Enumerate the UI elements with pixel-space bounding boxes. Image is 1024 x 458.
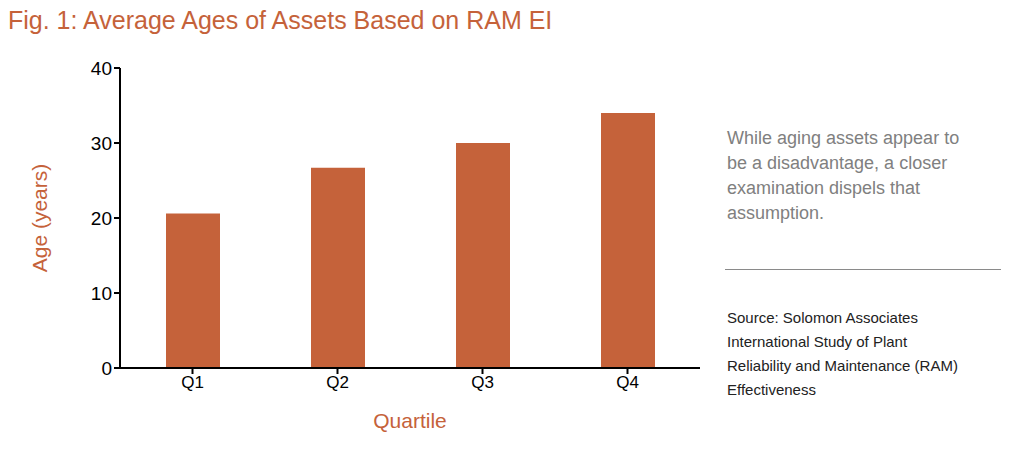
svg-text:Q1: Q1 [181,373,204,392]
html-text:Fig. 1: Average Ages of Assets: Fig. 1: Average Ages of Assets Based on … [8,6,553,34]
svg-text:10: 10 [91,283,112,304]
svg-text:20: 20 [91,208,112,229]
svg-text:Quartile: Quartile [373,409,447,432]
svg-text:Q4: Q4 [616,373,639,392]
html-text:While aging assets appear to b: While aging assets appear to be a disadv… [727,128,960,223]
html-text:Source: Solomon Associates Int: Source: Solomon Associates International… [727,309,958,398]
svg-text:Age (years): Age (years) [28,164,51,273]
svg-text:40: 40 [91,58,112,79]
svg-text:Q3: Q3 [471,373,494,392]
svg-text:0: 0 [101,358,112,379]
svg-text:Q2: Q2 [326,373,349,392]
svg-text:30: 30 [91,133,112,154]
